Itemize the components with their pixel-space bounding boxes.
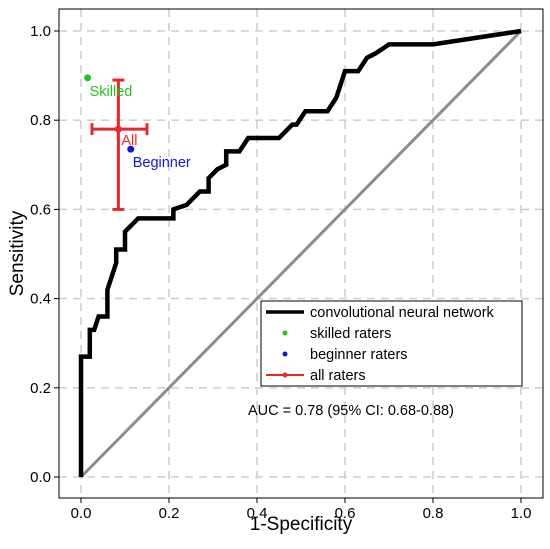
y-tick-label: 0.4 <box>30 291 51 308</box>
beginner-raters-label: Beginner <box>133 155 191 171</box>
y-tick-label: 0.6 <box>30 201 51 218</box>
y-tick-labels: 0.0 0.2 0.4 0.6 0.8 1.0 <box>30 23 51 486</box>
y-tick-label: 0.8 <box>30 112 51 129</box>
plot-frame <box>58 8 544 499</box>
legend-box <box>260 300 523 387</box>
legend-label: all raters <box>310 368 366 384</box>
points-layer: All Skilled Beginner <box>84 74 191 211</box>
y-tick-label: 0.2 <box>30 380 51 397</box>
legend-key-dot <box>282 351 288 357</box>
legend-label: convolutional neural network <box>310 305 495 321</box>
x-tick-label: 0.0 <box>71 505 92 522</box>
x-tick-labels: 0.0 0.2 0.4 0.6 0.8 1.0 <box>71 505 532 522</box>
x-tick-label: 1.0 <box>511 505 532 522</box>
x-tick-label: 0.6 <box>335 505 356 522</box>
x-tick-label: 0.4 <box>247 505 268 522</box>
legend-label: skilled raters <box>310 326 391 342</box>
y-tick-label: 1.0 <box>30 23 51 40</box>
all-raters-point <box>114 125 122 133</box>
x-axis-title: 1-Specificity <box>250 514 353 535</box>
roc-curve-line <box>78 28 522 477</box>
auc-annotation: AUC = 0.78 (95% CI: 0.68-0.88) <box>248 403 454 419</box>
chance-diagonal-line <box>79 29 523 479</box>
x-tick-label: 0.8 <box>423 505 444 522</box>
legend: convolutional neural network skilled rate… <box>260 300 523 387</box>
x-tick-label: 0.2 <box>159 505 180 522</box>
beginner-raters-point <box>127 145 135 153</box>
legend-key-dot <box>282 330 288 336</box>
series-layer <box>78 28 523 479</box>
legend-key-errorbar-dot <box>282 372 288 378</box>
skilled-raters-point <box>84 74 92 82</box>
legend-label: beginner raters <box>310 347 408 363</box>
skilled-raters-label: Skilled <box>90 84 133 100</box>
y-axis-title: Sensitivity <box>7 210 28 296</box>
all-raters-label: All <box>121 133 137 149</box>
y-tick-label: 0.0 <box>30 469 51 486</box>
